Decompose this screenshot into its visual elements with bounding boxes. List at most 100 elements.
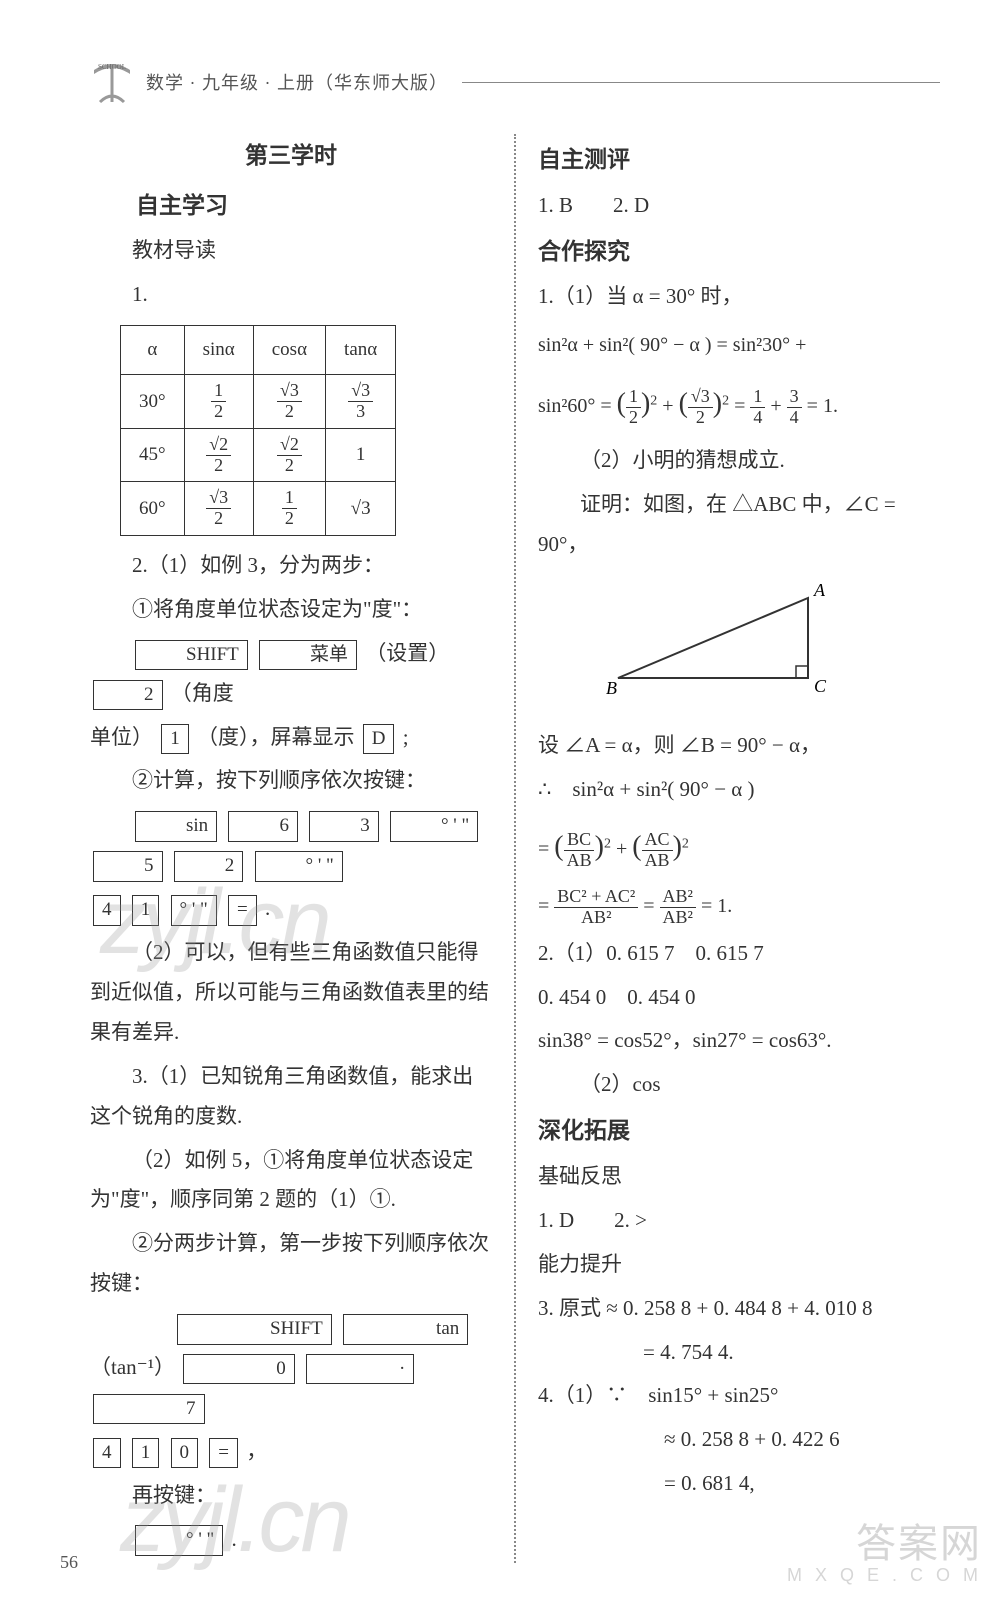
answers-row-2: 1. D 2. > (538, 1201, 940, 1241)
page-container: SCHOOL 数学 · 九年级 · 上册（华东师大版） 第三学时 自主学习 教材… (0, 0, 1000, 1603)
heading-self-study: 自主学习 (90, 184, 492, 228)
corner-watermark-sub: M X Q E . C O M (787, 1566, 982, 1586)
key-6: 6 (228, 811, 298, 842)
key-shift: SHIFT (135, 640, 248, 671)
cell-cos: √32 (253, 375, 325, 429)
c1-2b: 设 ∠A = α，则 ∠B = 90° − α， (538, 726, 940, 766)
key-label: （角度 (171, 681, 234, 705)
key-4: 4 (93, 1438, 121, 1469)
header-subject: 数学 · 九年级 · 上册（华东师大版） (146, 69, 448, 95)
q3-2c: 再按键： (90, 1476, 492, 1516)
th-cos: cosα (253, 326, 325, 375)
c1-2a: 证明：如图，在 △ABC 中，∠C = 90°， (538, 485, 940, 565)
key-3: 3 (309, 811, 379, 842)
c1-eq1: sin²α + sin²( 90° − α ) = sin²30° + (538, 323, 940, 367)
key-label: （度），屏幕显示 (197, 725, 355, 749)
cell-angle: 30° (121, 375, 185, 429)
key-sin: sin (135, 811, 217, 842)
c1-2c: ∴ sin²α + sin²( 90° − α ) (538, 770, 940, 810)
th-sin: sinα (184, 326, 253, 375)
key-label: （设置） (365, 641, 449, 665)
c1-eq2: sin²60° = (12)2 + (√32)2 = 14 + 34 = 1. (538, 373, 940, 435)
key-sequence-3: SHIFT tan （tan⁻¹） 0 · 7 (90, 1308, 492, 1428)
key-2: 2 (93, 680, 163, 711)
key-tan: tan (343, 1314, 468, 1345)
key-eq: = (228, 895, 257, 926)
q2-1b: ②计算，按下列顺序依次按键： (90, 761, 492, 801)
key-1: 1 (132, 895, 160, 926)
key-sequence-4: ° ' " . (90, 1520, 492, 1560)
left-column: 第三学时 自主学习 教材导读 1. α sinα cosα tanα 30° 1… (90, 134, 510, 1563)
cell-cos: √22 (253, 428, 325, 482)
c4-1c: = 0. 681 4, (538, 1464, 940, 1504)
vertex-b: B (606, 678, 617, 698)
key-label: ; (403, 725, 409, 749)
key-menu: 菜单 (259, 640, 357, 671)
heading-cooperative: 合作探究 (538, 230, 940, 274)
q2-1: 2.（1）如例 3，分为两步： (90, 546, 492, 586)
q1-label: 1. (90, 275, 492, 315)
table-row: α sinα cosα tanα (121, 326, 396, 375)
school-logo-icon: SCHOOL (90, 60, 134, 104)
logo-text: SCHOOL (98, 63, 126, 71)
c2-1b: 0. 454 0 0. 454 0 (538, 978, 940, 1018)
page-header: SCHOOL 数学 · 九年级 · 上册（华东师大版） (90, 60, 940, 104)
key-sequence-2b: 4 1 ° ' " = . (90, 889, 492, 929)
table-row: 30° 12 √32 √33 (121, 375, 396, 429)
c4-1b: ≈ 0. 258 8 + 0. 422 6 (538, 1420, 940, 1460)
q3-1: 3.（1）已知锐角三角函数值，能求出这个锐角的度数. (90, 1057, 492, 1137)
triangle-figure: A B C (598, 578, 858, 698)
answers-row-1: 1. B 2. D (538, 186, 940, 226)
c2-1: 2.（1）0. 615 7 0. 615 7 (538, 934, 940, 974)
key-dms: ° ' " (255, 851, 343, 882)
key-label: . (265, 896, 270, 920)
c3: 3. 原式 ≈ 0. 258 8 + 0. 484 8 + 4. 010 8 (538, 1289, 940, 1329)
key-sequence-3b: 4 1 0 = ， (90, 1432, 492, 1472)
answer-1: 1. D (538, 1201, 574, 1241)
key-label: 单位） (90, 725, 153, 749)
trig-values-table: α sinα cosα tanα 30° 12 √32 √33 45° √22 … (120, 325, 396, 536)
heading-textbook-guide: 教材导读 (90, 231, 492, 271)
key-2: 2 (174, 851, 244, 882)
cell-sin: √22 (184, 428, 253, 482)
key-eq: = (209, 1438, 238, 1469)
heading-self-test: 自主测评 (538, 138, 940, 182)
q3-2b: ②分两步计算，第一步按下列顺序依次按键： (90, 1224, 492, 1304)
c2-2: （2）cos (538, 1065, 940, 1105)
cell-sin: 12 (184, 375, 253, 429)
page-number: 56 (60, 1552, 78, 1573)
key-5: 5 (93, 851, 163, 882)
cell-tan: 1 (326, 428, 396, 482)
th-tan: tanα (326, 326, 396, 375)
key-7: 7 (93, 1394, 205, 1425)
key-sequence-1b: 单位） 1 （度），屏幕显示 D ; (90, 718, 492, 758)
key-label: . (232, 1527, 237, 1551)
right-column: 自主测评 1. B 2. D 合作探究 1.（1）当 α = 30° 时， si… (520, 134, 940, 1563)
heading-deepen: 深化拓展 (538, 1109, 940, 1153)
table-row: 60° √32 12 √3 (121, 482, 396, 536)
two-column-layout: 第三学时 自主学习 教材导读 1. α sinα cosα tanα 30° 1… (90, 134, 940, 1563)
table-row: 45° √22 √22 1 (121, 428, 396, 482)
key-1: 1 (132, 1438, 160, 1469)
answer-2: 2. > (614, 1201, 647, 1241)
key-sequence-1: SHIFT 菜单 （设置） 2 （角度 (90, 634, 492, 714)
cell-sin: √32 (184, 482, 253, 536)
answer-1: 1. B (538, 186, 573, 226)
key-d: D (363, 724, 395, 755)
key-label: （tan⁻¹） (90, 1355, 175, 1379)
key-shift: SHIFT (177, 1314, 332, 1345)
cell-cos: 12 (253, 482, 325, 536)
column-divider (514, 134, 516, 1563)
cell-tan: √33 (326, 375, 396, 429)
key-dms: ° ' " (390, 811, 478, 842)
c1-1: 1.（1）当 α = 30° 时， (538, 277, 940, 317)
key-dms: ° ' " (135, 1525, 223, 1556)
c1-eq4: = BC² + AC²AB² = AB²AB² = 1. (538, 884, 940, 928)
key-0: 0 (171, 1438, 199, 1469)
vertex-a: A (813, 580, 826, 600)
heading-ability: 能力提升 (538, 1245, 940, 1285)
key-4: 4 (93, 895, 121, 926)
c3b: = 4. 754 4. (538, 1333, 940, 1373)
c2-1c: sin38° = cos52°，sin27° = cos63°. (538, 1021, 940, 1061)
vertex-c: C (814, 676, 827, 696)
